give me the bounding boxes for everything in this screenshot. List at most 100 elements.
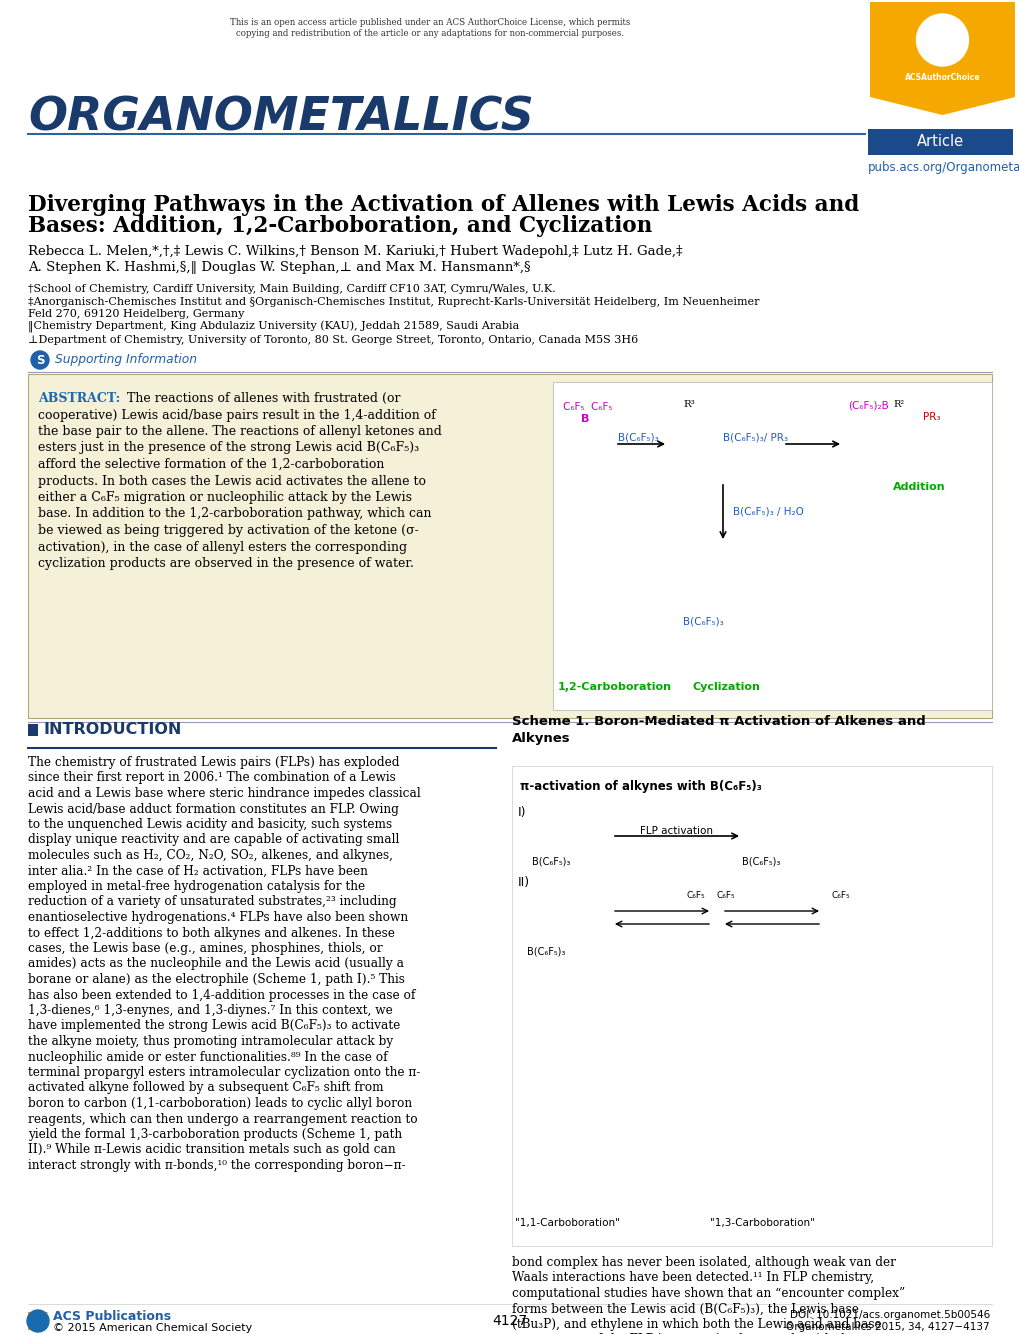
Text: C₆F₅: C₆F₅ (832, 891, 850, 900)
Circle shape (925, 24, 958, 56)
Text: I): I) (518, 806, 526, 819)
Text: ABSTRACT:: ABSTRACT: (38, 392, 120, 406)
Text: the base pair to the allene. The reactions of allenyl ketones and: the base pair to the allene. The reactio… (38, 426, 441, 438)
Text: terminal propargyl esters intramolecular cyclization onto the π-: terminal propargyl esters intramolecular… (28, 1066, 420, 1079)
Text: Supporting Information: Supporting Information (55, 354, 197, 367)
Text: borane or alane) as the electrophile (Scheme 1, path I).⁵ This: borane or alane) as the electrophile (Sc… (28, 972, 405, 986)
FancyBboxPatch shape (28, 374, 991, 718)
Text: The chemistry of frustrated Lewis pairs (FLPs) has exploded: The chemistry of frustrated Lewis pairs … (28, 756, 399, 768)
Text: A. Stephen K. Hashmi,§,‖ Douglas W. Stephan,⊥ and Max M. Hansmann*,§: A. Stephen K. Hashmi,§,‖ Douglas W. Step… (28, 261, 530, 275)
Text: II): II) (518, 876, 530, 888)
Text: B(C₆F₅)₃: B(C₆F₅)₃ (532, 856, 570, 866)
Text: Waals interactions have been detected.¹¹ In FLP chemistry,: Waals interactions have been detected.¹¹… (512, 1271, 873, 1285)
Text: This is an open access article published under an ACS AuthorChoice License, whic: This is an open access article published… (229, 17, 630, 39)
Text: be viewed as being triggered by activation of the ketone (σ-: be viewed as being triggered by activati… (38, 524, 419, 538)
Text: boron to carbon (1,1-carboboration) leads to cyclic allyl boron: boron to carbon (1,1-carboboration) lead… (28, 1097, 412, 1110)
Text: †School of Chemistry, Cardiff University, Main Building, Cardiff CF10 3AT, Cymru: †School of Chemistry, Cardiff University… (28, 284, 555, 293)
Text: 1,3-dienes,⁶ 1,3-enynes, and 1,3-diynes.⁷ In this context, we: 1,3-dienes,⁶ 1,3-enynes, and 1,3-diynes.… (28, 1005, 392, 1017)
Circle shape (30, 1313, 46, 1329)
Text: Cyclization: Cyclization (692, 682, 760, 692)
FancyBboxPatch shape (869, 1, 1014, 97)
Text: FLP activation: FLP activation (640, 826, 713, 836)
Text: Scheme 1. Boron-Mediated π Activation of Alkenes and
Alkynes: Scheme 1. Boron-Mediated π Activation of… (512, 715, 925, 744)
Text: activated alkyne followed by a subsequent C₆F₅ shift from: activated alkyne followed by a subsequen… (28, 1082, 383, 1094)
FancyBboxPatch shape (552, 382, 991, 710)
Text: Feld 270, 69120 Heidelberg, Germany: Feld 270, 69120 Heidelberg, Germany (28, 309, 245, 319)
Text: 1,2-Carboboration: 1,2-Carboboration (557, 682, 672, 692)
Text: "1,3-Carboboration": "1,3-Carboboration" (709, 1218, 813, 1229)
Text: Addition: Addition (892, 482, 945, 492)
Text: DOI: 10.1021/acs.organomet.5b00546: DOI: 10.1021/acs.organomet.5b00546 (789, 1310, 989, 1321)
Circle shape (919, 17, 964, 61)
Text: INTRODUCTION: INTRODUCTION (44, 723, 182, 738)
Text: Rebecca L. Melen,*,†,‡ Lewis C. Wilkins,† Benson M. Kariuki,† Hubert Wadepohl,‡ : Rebecca L. Melen,*,†,‡ Lewis C. Wilkins,… (28, 245, 682, 259)
Text: ACS Publications: ACS Publications (53, 1310, 171, 1322)
Text: R²: R² (892, 400, 903, 410)
Text: B(C₆F₅)₃/ PR₃: B(C₆F₅)₃/ PR₃ (722, 432, 788, 442)
Text: to effect 1,2-additions to both alkynes and alkenes. In these: to effect 1,2-additions to both alkynes … (28, 927, 394, 939)
Circle shape (936, 35, 947, 45)
Text: activation), in the case of allenyl esters the corresponding: activation), in the case of allenyl este… (38, 540, 407, 554)
Text: cyclization products are observed in the presence of water.: cyclization products are observed in the… (38, 558, 414, 570)
Circle shape (931, 29, 952, 49)
Text: computational studies have shown that an “encounter complex”: computational studies have shown that an… (512, 1287, 905, 1301)
Text: Organometallics 2015, 34, 4127−4137: Organometallics 2015, 34, 4127−4137 (786, 1322, 989, 1333)
Text: Lewis acid/base adduct formation constitutes an FLP. Owing: Lewis acid/base adduct formation constit… (28, 803, 398, 815)
Polygon shape (869, 97, 1014, 115)
Text: forms between the Lewis acid (B(C₆F₅)₃), the Lewis base: forms between the Lewis acid (B(C₆F₅)₃),… (512, 1302, 858, 1315)
Text: © 2015 American Chemical Society: © 2015 American Chemical Society (53, 1323, 252, 1333)
Text: esters just in the presence of the strong Lewis acid B(C₆F₅)₃: esters just in the presence of the stron… (38, 442, 419, 455)
Text: PR₃: PR₃ (922, 412, 940, 422)
Text: since their first report in 2006.¹ The combination of a Lewis: since their first report in 2006.¹ The c… (28, 771, 395, 784)
Text: amides) acts as the nucleophile and the Lewis acid (usually a: amides) acts as the nucleophile and the … (28, 958, 404, 971)
Text: The reactions of allenes with frustrated (or: The reactions of allenes with frustrated… (123, 392, 400, 406)
Text: nucleophilic amide or ester functionalities.⁸⁹ In the case of: nucleophilic amide or ester functionalit… (28, 1050, 387, 1063)
Text: bond complex has never been isolated, although weak van der: bond complex has never been isolated, al… (512, 1257, 895, 1269)
Text: B(C₆F₅)₃ / H₂O: B(C₆F₅)₃ / H₂O (733, 507, 803, 518)
Text: acid and a Lewis base where steric hindrance impedes classical: acid and a Lewis base where steric hindr… (28, 787, 421, 800)
Text: inter alia.² In the case of H₂ activation, FLPs have been: inter alia.² In the case of H₂ activatio… (28, 864, 368, 878)
Text: B(C₆F₅)₃: B(C₆F₅)₃ (527, 946, 565, 956)
Text: afford the selective formation of the 1,2-carboboration: afford the selective formation of the 1,… (38, 458, 384, 471)
Text: yield the formal 1,3-carboboration products (Scheme 1, path: yield the formal 1,3-carboboration produ… (28, 1129, 401, 1141)
Text: C₆F₅: C₆F₅ (687, 891, 705, 900)
Polygon shape (28, 1313, 48, 1330)
Text: B(C₆F₅)₃: B(C₆F₅)₃ (741, 856, 780, 866)
Text: π-activation of alkynes with B(C₆F₅)₃: π-activation of alkynes with B(C₆F₅)₃ (520, 780, 761, 792)
Text: Bases: Addition, 1,2-Carboboration, and Cyclization: Bases: Addition, 1,2-Carboboration, and … (28, 215, 651, 237)
Text: the alkyne moiety, thus promoting intramolecular attack by: the alkyne moiety, thus promoting intram… (28, 1035, 393, 1049)
Text: 4127: 4127 (492, 1314, 527, 1329)
Text: enantioselective hydrogenations.⁴ FLPs have also been shown: enantioselective hydrogenations.⁴ FLPs h… (28, 911, 408, 924)
Text: Article: Article (915, 135, 963, 149)
Text: has also been extended to 1,4-addition processes in the case of: has also been extended to 1,4-addition p… (28, 988, 415, 1002)
Text: (C₆F₅)₂B: (C₆F₅)₂B (847, 400, 888, 410)
Text: ‡Anorganisch-Chemisches Institut and §Organisch-Chemisches Institut, Ruprecht-Ka: ‡Anorganisch-Chemisches Institut and §Or… (28, 297, 759, 307)
Text: ORGANOMETALLICS: ORGANOMETALLICS (28, 96, 533, 140)
Text: ⊥Department of Chemistry, University of Toronto, 80 St. George Street, Toronto, : ⊥Department of Chemistry, University of … (28, 335, 638, 346)
Text: II).⁹ While π-Lewis acidic transition metals such as gold can: II).⁹ While π-Lewis acidic transition me… (28, 1143, 395, 1157)
Text: B(C₆F₅)₃: B(C₆F₅)₃ (618, 432, 658, 442)
Text: molecules such as H₂, CO₂, N₂O, SO₂, alkenes, and alkynes,: molecules such as H₂, CO₂, N₂O, SO₂, alk… (28, 848, 392, 862)
Text: S: S (36, 354, 44, 367)
FancyBboxPatch shape (28, 724, 38, 736)
Text: interact strongly with π-bonds,¹⁰ the corresponding boron−π-: interact strongly with π-bonds,¹⁰ the co… (28, 1159, 406, 1173)
Text: B: B (581, 414, 589, 424)
Text: C₆F₅: C₆F₅ (716, 891, 735, 900)
Circle shape (33, 1317, 43, 1326)
Text: have implemented the strong Lewis acid B(C₆F₅)₃ to activate: have implemented the strong Lewis acid B… (28, 1019, 399, 1033)
Text: pubs.acs.org/Organometallics: pubs.acs.org/Organometallics (867, 161, 1019, 175)
Text: cooperative) Lewis acid/base pairs result in the 1,4-addition of: cooperative) Lewis acid/base pairs resul… (38, 408, 435, 422)
Text: employed in metal-free hydrogenation catalysis for the: employed in metal-free hydrogenation cat… (28, 880, 365, 892)
Text: ACSAuthorChoice: ACSAuthorChoice (904, 72, 979, 81)
Text: "1,1-Carboboration": "1,1-Carboboration" (514, 1218, 619, 1229)
Text: reduction of a variety of unsaturated substrates,²³ including: reduction of a variety of unsaturated su… (28, 895, 396, 908)
Text: R³: R³ (683, 400, 694, 410)
Circle shape (26, 1310, 49, 1333)
Text: to the unquenched Lewis acidity and basicity, such systems: to the unquenched Lewis acidity and basi… (28, 818, 391, 831)
Text: C₆F₅  C₆F₅: C₆F₅ C₆F₅ (562, 402, 611, 412)
Text: base. In addition to the 1,2-carboboration pathway, which can: base. In addition to the 1,2-carboborati… (38, 507, 431, 520)
Text: either a C₆F₅ migration or nucleophilic attack by the Lewis: either a C₆F₅ migration or nucleophilic … (38, 491, 412, 504)
FancyBboxPatch shape (512, 766, 991, 1246)
Circle shape (31, 351, 49, 370)
Circle shape (916, 13, 968, 65)
